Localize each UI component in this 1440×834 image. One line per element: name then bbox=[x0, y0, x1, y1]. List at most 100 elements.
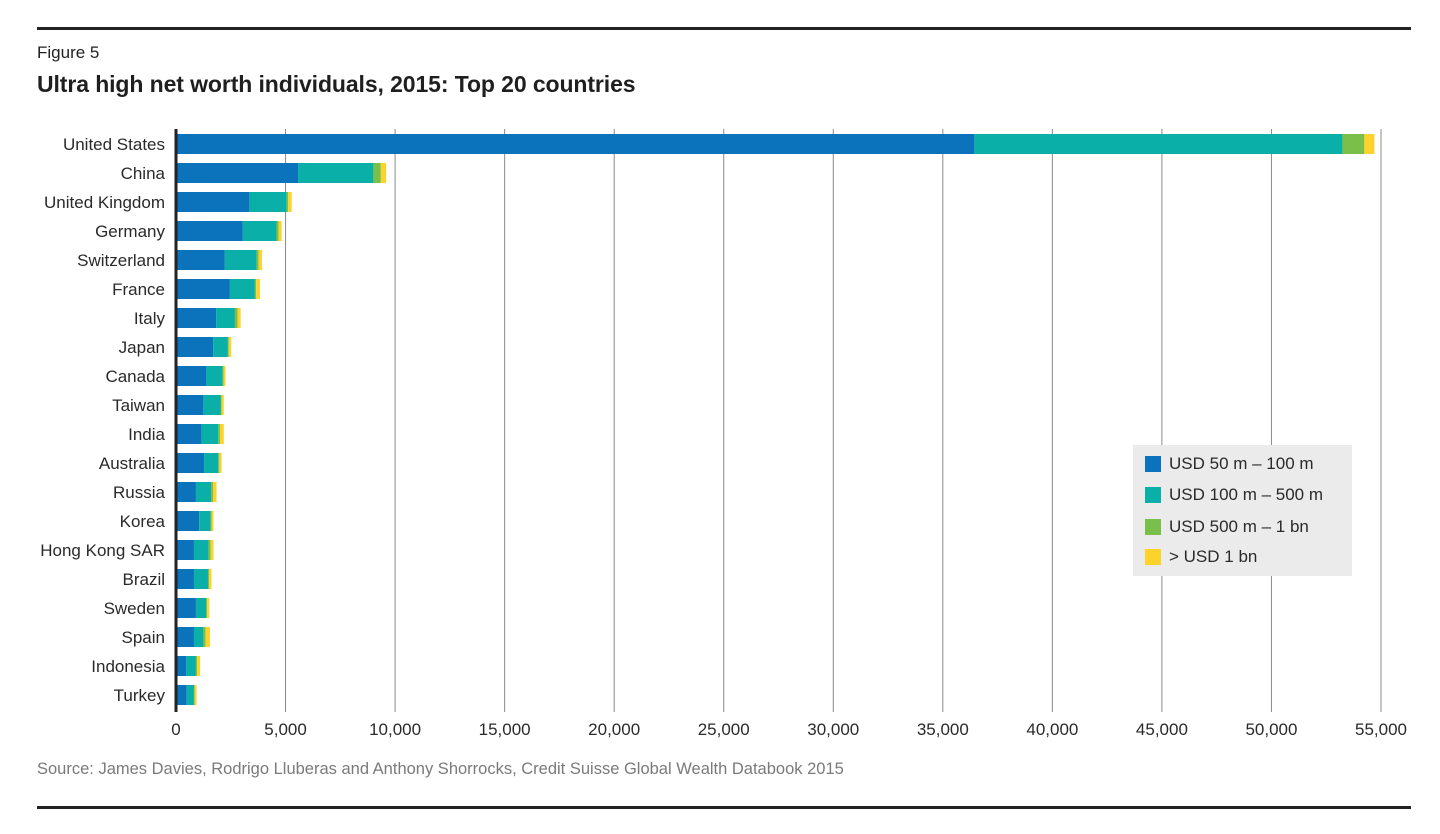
gridlines bbox=[285, 129, 1382, 712]
category-label: Hong Kong SAR bbox=[40, 541, 165, 560]
x-tick-label: 30,000 bbox=[807, 720, 859, 739]
bar-segment bbox=[203, 627, 206, 647]
legend-label: > USD 1 bn bbox=[1169, 547, 1258, 566]
legend-item: USD 500 m – 1 bn bbox=[1145, 516, 1309, 538]
bar-segment bbox=[220, 395, 222, 415]
bar-segment bbox=[1342, 134, 1365, 154]
category-label: Sweden bbox=[104, 599, 165, 618]
bar-segment bbox=[207, 598, 210, 618]
bar-segment bbox=[974, 134, 1343, 154]
bar-segment bbox=[286, 192, 289, 212]
legend-label: USD 50 m – 100 m bbox=[1169, 454, 1314, 473]
bar-segment bbox=[195, 656, 198, 676]
bar-segment bbox=[186, 656, 196, 676]
x-tick-label: 0 bbox=[171, 720, 180, 739]
bar-segment bbox=[199, 511, 211, 531]
legend-swatch bbox=[1145, 456, 1161, 472]
bar-segment bbox=[288, 192, 292, 212]
bar-segment bbox=[176, 569, 194, 589]
category-label: Canada bbox=[105, 367, 165, 386]
legend-swatch bbox=[1145, 549, 1161, 565]
bar-segment bbox=[176, 163, 299, 183]
bar-segment bbox=[209, 569, 212, 589]
bar-segment bbox=[204, 453, 219, 473]
bar-segment bbox=[193, 540, 209, 560]
bar-segment bbox=[206, 598, 208, 618]
bar-segment bbox=[249, 192, 287, 212]
bar-segment bbox=[221, 395, 224, 415]
bar-segment bbox=[211, 482, 214, 502]
bar-segment bbox=[193, 627, 204, 647]
bar-segment bbox=[213, 337, 228, 357]
bar-segment bbox=[176, 627, 194, 647]
bar-segment bbox=[211, 511, 214, 531]
bar-segment bbox=[203, 395, 221, 415]
bar-segment bbox=[256, 250, 259, 270]
bar-segment bbox=[176, 366, 207, 386]
x-tick-label: 5,000 bbox=[264, 720, 307, 739]
legend-label: USD 500 m – 1 bn bbox=[1169, 517, 1309, 536]
bar-segment bbox=[176, 656, 187, 676]
bar-segment bbox=[176, 395, 204, 415]
figure-label: Figure 5 bbox=[37, 43, 100, 62]
category-label: Turkey bbox=[114, 686, 166, 705]
category-label: United Kingdom bbox=[44, 193, 165, 212]
x-tick-label: 55,000 bbox=[1355, 720, 1407, 739]
category-label: Russia bbox=[113, 483, 166, 502]
x-tick-label: 45,000 bbox=[1136, 720, 1188, 739]
bar-segment bbox=[176, 308, 217, 328]
bar-segment bbox=[224, 250, 257, 270]
bar-segment bbox=[213, 482, 217, 502]
bar-segment bbox=[176, 482, 196, 502]
x-tick-labels: 0 5,000 10,000 15,000 20,000 25,000 30,000 35,0… bbox=[171, 720, 1407, 739]
bar-segment bbox=[237, 308, 241, 328]
bar-segment bbox=[228, 337, 232, 357]
bar-segment bbox=[195, 598, 207, 618]
bar-segment bbox=[194, 685, 197, 705]
category-label: Indonesia bbox=[91, 657, 165, 676]
bar-segment bbox=[223, 366, 226, 386]
bar-segment bbox=[195, 482, 212, 502]
x-tick-label: 25,000 bbox=[698, 720, 750, 739]
category-label: Italy bbox=[134, 309, 166, 328]
bar-segment bbox=[208, 540, 211, 560]
x-tick-label: 40,000 bbox=[1026, 720, 1078, 739]
bar-segment bbox=[207, 569, 210, 589]
bar-segment bbox=[176, 250, 225, 270]
bar-segment bbox=[210, 540, 214, 560]
bar-segment bbox=[193, 569, 208, 589]
x-tick-label: 35,000 bbox=[917, 720, 969, 739]
bar-segment bbox=[210, 511, 212, 531]
bar-segment bbox=[186, 685, 194, 705]
legend-label: USD 100 m – 500 m bbox=[1169, 485, 1324, 504]
bar-segment bbox=[242, 221, 277, 241]
category-label: Spain bbox=[122, 628, 165, 647]
x-tick-label: 50,000 bbox=[1245, 720, 1297, 739]
bar-segment bbox=[254, 279, 257, 299]
category-label: France bbox=[112, 280, 165, 299]
category-label: Taiwan bbox=[112, 396, 165, 415]
legend-swatch bbox=[1145, 519, 1161, 535]
category-label: Brazil bbox=[122, 570, 165, 589]
bar-segment bbox=[176, 511, 200, 531]
category-label: Korea bbox=[120, 512, 166, 531]
x-tick-label: 15,000 bbox=[479, 720, 531, 739]
bar-segment bbox=[197, 656, 201, 676]
bar-segment bbox=[176, 192, 250, 212]
x-tick-label: 10,000 bbox=[369, 720, 421, 739]
bar-segment bbox=[227, 337, 229, 357]
legend-swatch bbox=[1145, 487, 1161, 503]
category-label: Australia bbox=[99, 454, 166, 473]
bar-segment bbox=[234, 308, 238, 328]
bar-segment bbox=[176, 598, 196, 618]
bar-segment bbox=[176, 337, 214, 357]
bar-segment bbox=[205, 627, 210, 647]
bar-segment bbox=[176, 279, 230, 299]
category-label: India bbox=[128, 425, 165, 444]
category-label: Japan bbox=[119, 338, 165, 357]
bar-segment bbox=[298, 163, 374, 183]
bar-segment bbox=[218, 453, 220, 473]
bar-segment bbox=[193, 685, 195, 705]
legend-item: USD 50 m – 100 m bbox=[1145, 453, 1314, 475]
